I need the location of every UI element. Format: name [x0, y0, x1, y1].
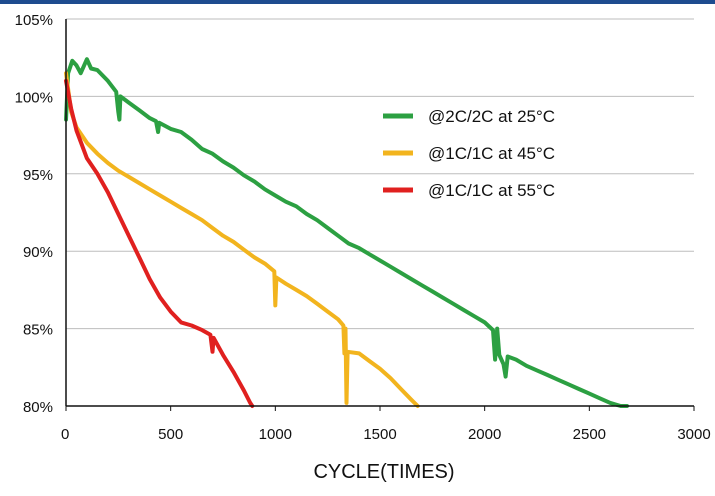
legend-label: @1C/1C at 45°C: [428, 144, 555, 163]
axes: [65, 19, 694, 407]
x-tick-label: 500: [158, 426, 183, 443]
series-lines: [64, 57, 629, 408]
y-tick-label: 85%: [23, 322, 53, 339]
y-tick-label: 90%: [23, 244, 53, 261]
x-tick-labels: 0 500 1000 1500 2000 2500 3000: [61, 406, 711, 443]
x-tick-label: 2000: [468, 426, 501, 443]
x-tick-label: 3000: [677, 426, 710, 443]
x-tick-label: 0: [61, 426, 69, 443]
legend-label: @2C/2C at 25°C: [428, 107, 555, 126]
x-tick-label: 1000: [259, 426, 292, 443]
header-rule: [0, 0, 715, 4]
y-tick-label: 105%: [15, 12, 53, 29]
series-line: [64, 78, 255, 408]
x-tick-label: 1500: [363, 426, 396, 443]
y-tick-labels: 80% 85% 90% 95% 100% 105%: [15, 12, 53, 416]
x-axis-title: CYCLE(TIMES): [313, 461, 454, 483]
series-line: [64, 71, 420, 408]
legend-label: @1C/1C at 55°C: [428, 181, 555, 200]
y-tick-label: 95%: [23, 167, 53, 184]
y-tick-label: 80%: [23, 399, 53, 416]
y-tick-label: 100%: [15, 89, 53, 106]
grid-lines: [66, 18, 694, 407]
series-line: [64, 57, 629, 408]
legend: @2C/2C at 25°C @1C/1C at 45°C @1C/1C at 55…: [383, 107, 555, 200]
x-tick-label: 2500: [573, 426, 606, 443]
